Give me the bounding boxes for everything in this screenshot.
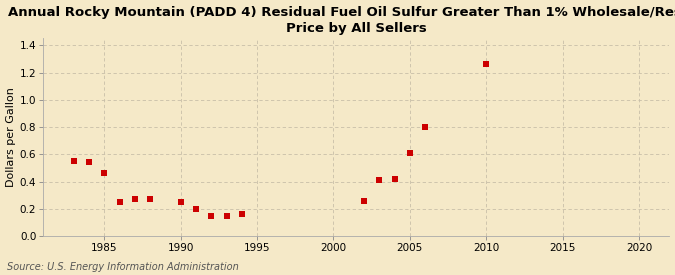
Point	[190, 207, 201, 211]
Point	[404, 151, 415, 155]
Title: Annual Rocky Mountain (PADD 4) Residual Fuel Oil Sulfur Greater Than 1% Wholesal: Annual Rocky Mountain (PADD 4) Residual …	[8, 6, 675, 35]
Y-axis label: Dollars per Gallon: Dollars per Gallon	[5, 87, 16, 187]
Point	[420, 125, 431, 129]
Point	[221, 213, 232, 218]
Point	[236, 212, 247, 216]
Point	[481, 62, 491, 67]
Point	[130, 197, 140, 201]
Point	[206, 213, 217, 218]
Point	[358, 198, 369, 203]
Point	[374, 178, 385, 182]
Point	[389, 177, 400, 181]
Point	[99, 171, 110, 175]
Point	[84, 160, 95, 165]
Text: Source: U.S. Energy Information Administration: Source: U.S. Energy Information Administ…	[7, 262, 238, 272]
Point	[68, 159, 79, 163]
Point	[114, 200, 125, 204]
Point	[176, 200, 186, 204]
Point	[145, 197, 156, 201]
